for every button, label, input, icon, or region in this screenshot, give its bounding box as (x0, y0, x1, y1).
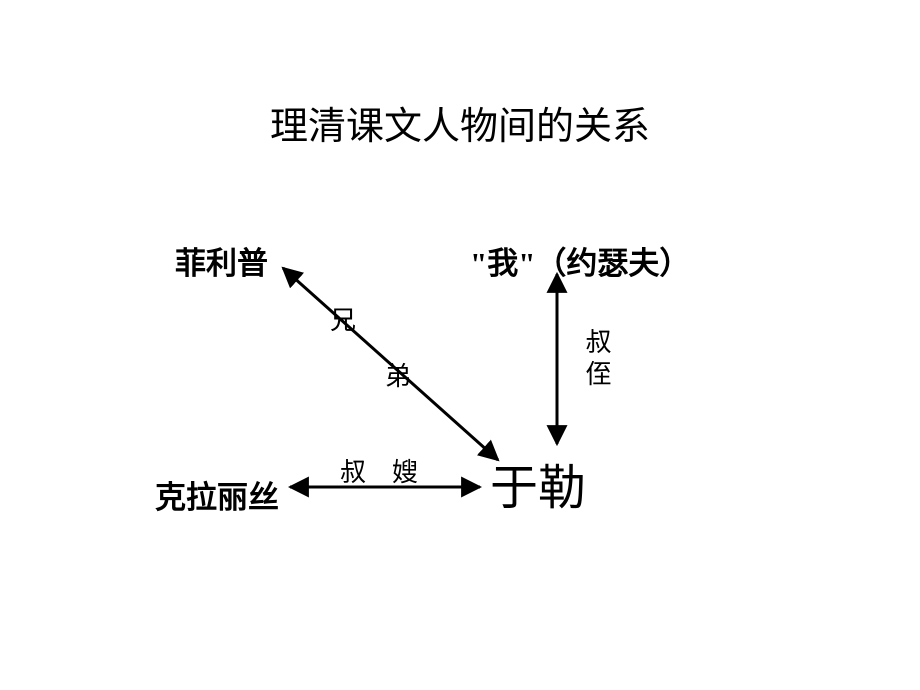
edge-label-xiong: 兄 (330, 300, 356, 337)
node-yule: 于勒 (490, 448, 586, 518)
diagram-canvas: 理清课文人物间的关系 菲利普 "我"（约瑟夫） 克拉丽丝 于勒 兄 弟 叔侄 叔… (0, 0, 920, 690)
node-joseph: "我"（约瑟夫） (470, 238, 690, 283)
edge-label-shuzhi: 叔侄 (578, 328, 615, 392)
node-clarice: 克拉丽丝 (155, 472, 279, 517)
edge-label-di: 弟 (385, 356, 411, 393)
node-philip: 菲利普 (175, 238, 268, 283)
edges-layer (0, 0, 920, 690)
edge-label-shusao: 叔 嫂 (340, 452, 418, 489)
